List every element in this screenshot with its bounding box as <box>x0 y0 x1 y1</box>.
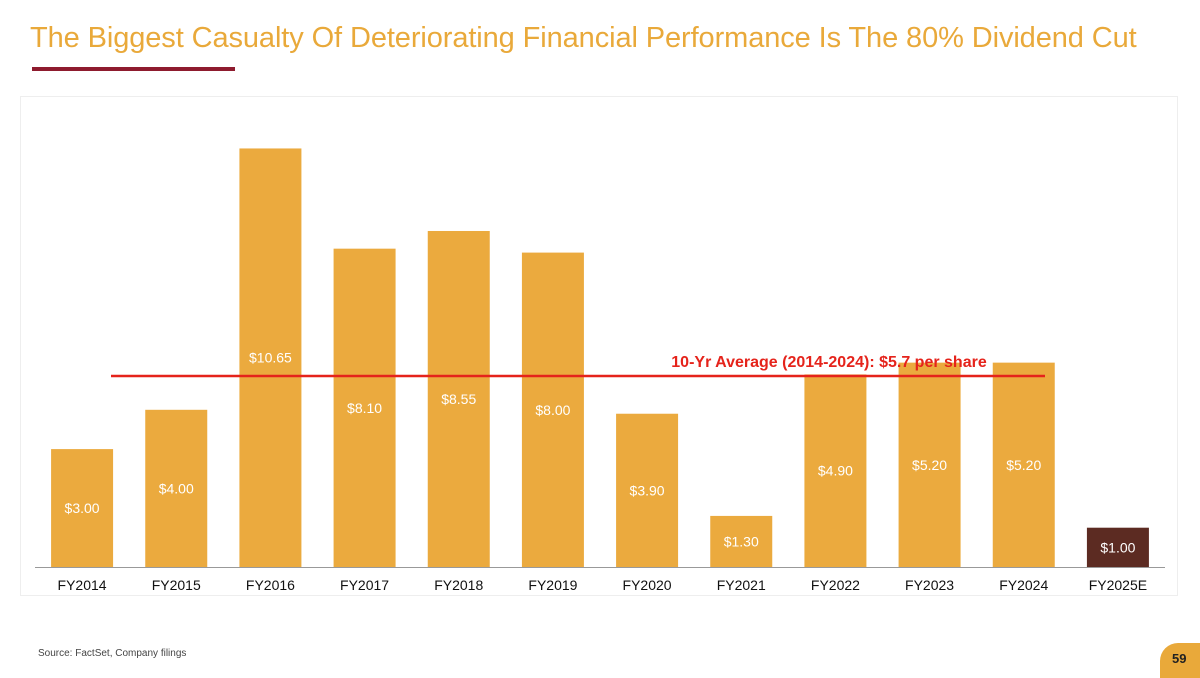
x-tick-label-fy2015: FY2015 <box>152 577 201 593</box>
x-tick-label-fy2014: FY2014 <box>58 577 107 593</box>
x-tick-label-fy2017: FY2017 <box>340 577 389 593</box>
data-label-fy2016: $10.65 <box>249 350 292 366</box>
bar-fy2019 <box>521 252 584 567</box>
title-accent-rule <box>32 67 235 71</box>
bar-fy2022 <box>804 374 867 567</box>
bar-fy2014 <box>51 449 114 567</box>
bar-fy2024 <box>992 362 1055 567</box>
bar-fy2023 <box>898 362 961 567</box>
data-label-fy2020: $3.90 <box>630 482 665 498</box>
data-label-fy2017: $8.10 <box>347 400 382 416</box>
x-tick-label-fy2018: FY2018 <box>434 577 483 593</box>
data-label-fy2022: $4.90 <box>818 463 853 479</box>
data-label-fy2019: $8.00 <box>535 402 570 418</box>
x-tick-label-fy2021: FY2021 <box>717 577 766 593</box>
bar-fy2021 <box>710 515 773 567</box>
page-number-badge: 59 <box>1160 643 1200 678</box>
data-label-fy2014: $3.00 <box>65 500 100 516</box>
dividend-bar-chart: $3.00 FY2014 $4.00 FY2015 $10.65 FY2016 $8.10 F… <box>35 148 1165 593</box>
data-label-fy2023: $5.20 <box>912 457 947 473</box>
source-note: Source: FactSet, Company filings <box>38 648 187 659</box>
data-label-fy2024: $5.20 <box>1006 457 1041 473</box>
x-tick-label-fy2020: FY2020 <box>623 577 672 593</box>
bar-fy2016 <box>239 148 302 567</box>
bar-fy2020 <box>616 413 679 567</box>
x-tick-label-fy2022: FY2022 <box>811 577 860 593</box>
data-label-fy2015: $4.00 <box>159 480 194 496</box>
slide-title: The Biggest Casualty Of Deteriorating Fi… <box>30 22 1137 54</box>
x-tick-label-fy2023: FY2023 <box>905 577 954 593</box>
x-tick-label-fy2016: FY2016 <box>246 577 295 593</box>
data-label-fy2025e: $1.00 <box>1100 539 1135 555</box>
bar-fy2017 <box>333 248 396 568</box>
bar-fy2025e <box>1086 527 1149 567</box>
bar-fy2015 <box>145 409 208 567</box>
x-tick-label-fy2019: FY2019 <box>528 577 577 593</box>
page-number: 59 <box>1172 651 1187 666</box>
data-label-fy2021: $1.30 <box>724 533 759 549</box>
x-tick-label-fy2024: FY2024 <box>999 577 1048 593</box>
bar-fy2018 <box>427 230 490 568</box>
data-label-fy2018: $8.55 <box>441 391 476 407</box>
x-tick-label-fy2025e: FY2025E <box>1089 577 1147 593</box>
chart-panel: $3.00 FY2014 $4.00 FY2015 $10.65 FY2016 $8.10 F… <box>20 96 1178 596</box>
average-reference-label: 10-Yr Average (2014-2024): $5.7 per shar… <box>671 354 987 371</box>
